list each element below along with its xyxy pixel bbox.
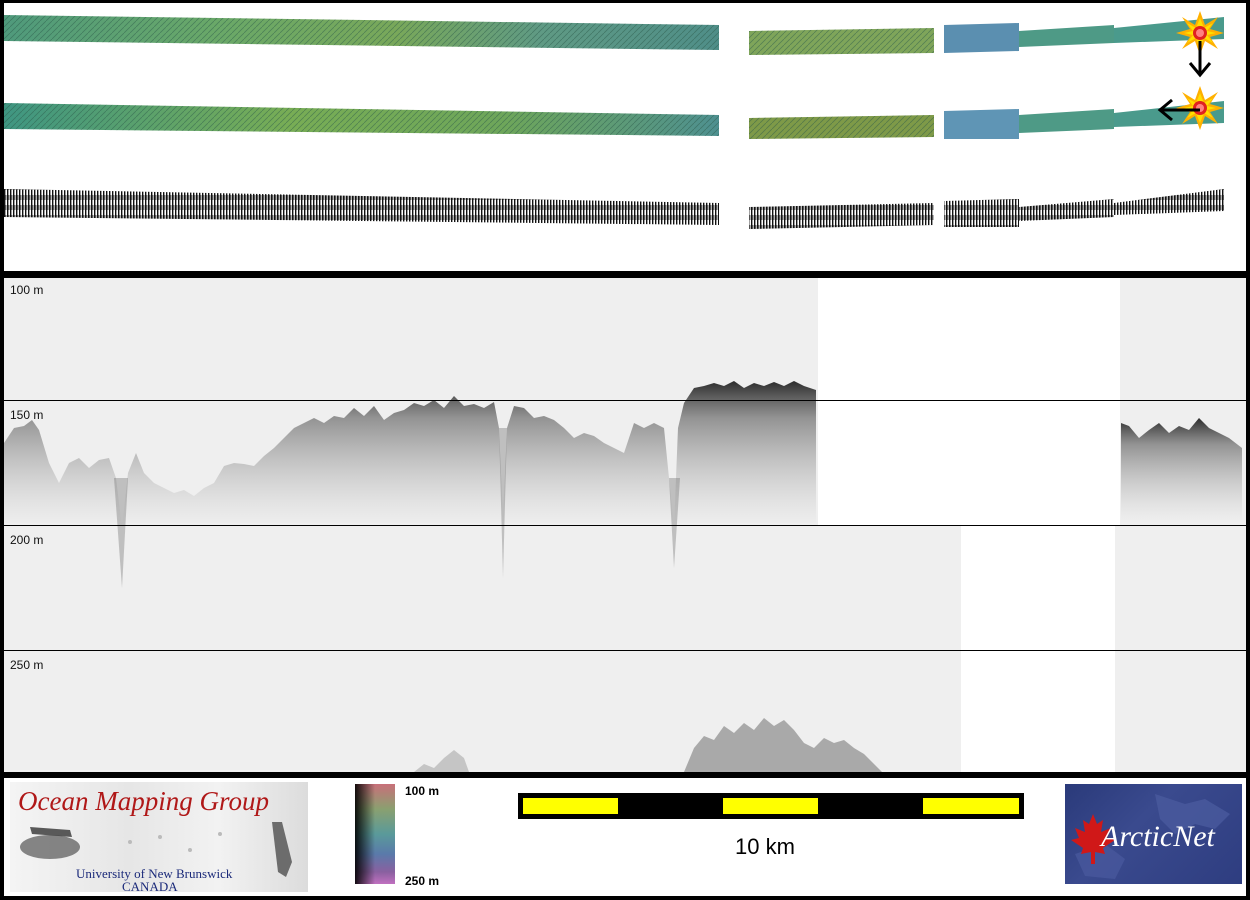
swath-row-3-backscatter bbox=[4, 189, 1224, 229]
echogram bbox=[4, 381, 1242, 772]
swath-row-1 bbox=[4, 15, 1224, 55]
swath-segment bbox=[944, 23, 1019, 53]
swath-segment bbox=[944, 199, 1019, 227]
scale-bar-label: 10 km bbox=[735, 834, 795, 859]
sun-marker-icon bbox=[1176, 11, 1224, 55]
no-data-gap bbox=[818, 278, 1120, 525]
swath-segment bbox=[4, 189, 719, 225]
omg-country: CANADA bbox=[122, 879, 178, 892]
no-data-gap bbox=[961, 525, 1115, 772]
depth-gridline bbox=[4, 400, 1246, 401]
depth-gridline bbox=[4, 650, 1246, 651]
scale-bar-segment bbox=[923, 798, 1019, 814]
colorbar-bottom-label: 250 m bbox=[405, 874, 440, 888]
maple-leaf-icon bbox=[1071, 814, 1115, 864]
arcticnet-title: ArcticNet bbox=[1101, 820, 1215, 853]
scale-bar bbox=[518, 793, 1024, 819]
scale-bar-segment bbox=[723, 798, 818, 814]
seabed-return bbox=[4, 381, 816, 528]
swath-panel bbox=[4, 3, 1246, 271]
colorbar-top-label: 100 m bbox=[405, 784, 440, 798]
arrow-left-icon bbox=[1157, 98, 1200, 122]
noise-returns bbox=[684, 718, 882, 772]
depth-label-150: 150 m bbox=[10, 408, 44, 422]
swath-row-2 bbox=[4, 101, 1224, 139]
arctic-map-graphic bbox=[1071, 794, 1230, 879]
omg-title: Ocean Mapping Group bbox=[18, 786, 269, 816]
swath-segment bbox=[944, 109, 1019, 139]
swath-segment bbox=[1019, 199, 1114, 221]
depth-label-250: 250 m bbox=[10, 658, 44, 672]
swath-segment bbox=[1019, 25, 1114, 47]
multibeam-seafloor-graphic bbox=[20, 822, 292, 877]
seabed-return bbox=[1121, 418, 1242, 523]
depth-label-100: 100 m bbox=[10, 283, 44, 297]
swath-strips bbox=[4, 11, 1224, 229]
footer-panel: Ocean Mapping Group University of New Br… bbox=[4, 778, 1246, 896]
arrow-down-icon bbox=[1188, 41, 1212, 78]
swath-segment bbox=[1114, 189, 1224, 215]
scale-bar-segment bbox=[523, 798, 618, 814]
swath-segment bbox=[749, 203, 934, 229]
swath-segment bbox=[1019, 109, 1114, 133]
omg-logo: Ocean Mapping Group University of New Br… bbox=[10, 782, 308, 892]
depth-label-200: 200 m bbox=[10, 533, 44, 547]
depth-colorbar-dark bbox=[355, 784, 375, 884]
omg-university: University of New Brunswick bbox=[76, 866, 233, 881]
echogram-panel: 100 m 150 m 200 m 250 m bbox=[4, 278, 1246, 772]
arcticnet-logo: ArcticNet bbox=[1065, 784, 1242, 884]
depth-gridline bbox=[4, 525, 1246, 526]
